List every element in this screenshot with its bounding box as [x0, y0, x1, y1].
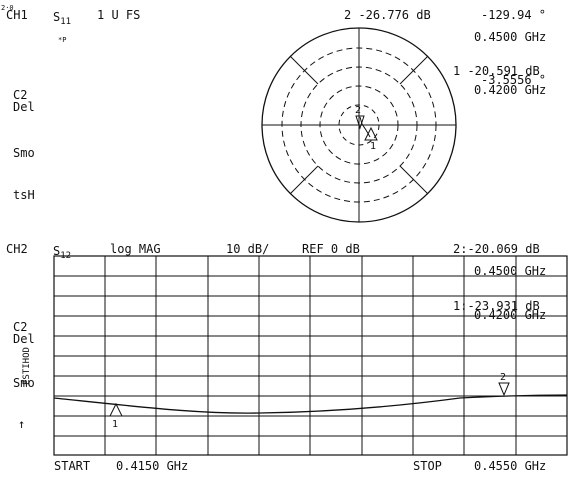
ch1-side-tsh: tsH	[13, 188, 35, 202]
polar-marker2-triangle	[355, 115, 365, 130]
polar-marker1-triangle	[364, 126, 378, 141]
logmag-marker2-label: 2	[500, 372, 507, 383]
polar-diag-bl	[289, 165, 319, 195]
ch1-marker1-readout: 1 -20.591 dB	[453, 64, 540, 78]
ch1-marker1-freq: 0.4200 GHz	[474, 83, 547, 97]
ch2-side-arrow: ↑	[18, 417, 26, 431]
ch2-scale: 10 dB/	[226, 242, 270, 256]
logmag-horizontal-gridlines	[54, 275, 567, 437]
logmag-marker1-label: 1	[112, 419, 119, 430]
ch2-stop-value: 0.4550 GHz	[474, 459, 547, 473]
ch2-format: log MAG	[110, 242, 161, 256]
ch1-star-mark: *P	[58, 36, 67, 44]
ch2-ref: REF 0 dB	[302, 242, 360, 256]
polar-diag-br	[399, 165, 429, 195]
ch1-scale: 1 U FS	[97, 8, 141, 22]
ch2-start-value: 0.4150 GHz	[116, 459, 189, 473]
polar-marker2-label: 2	[355, 105, 362, 116]
ch1-side-smo: Smo	[13, 146, 35, 160]
ch2-side-smo: Smo	[13, 376, 35, 390]
polar-diag-tl	[289, 55, 319, 85]
logmag-marker2-triangle	[498, 382, 510, 397]
logmag-marker1-triangle	[109, 402, 123, 417]
ch2-side-del: Del	[13, 332, 35, 346]
ch2-marker2-freq: 0.4500 GHz	[474, 264, 547, 278]
polar-marker1-label: 1	[370, 141, 377, 152]
polar-diag-tr	[399, 55, 429, 85]
ch1-marker2-readout: 2 -26.776 dB	[344, 8, 431, 22]
logmag-trace	[53, 394, 568, 414]
ch1-corner-mark: 2·0	[1, 4, 14, 12]
ch2-side-c2: C2	[13, 320, 28, 334]
ch1-side-c2: C2	[13, 88, 28, 102]
ch1-label: CH1	[6, 8, 28, 22]
ch1-marker2-phase: -129.94 °	[481, 8, 547, 22]
ch2-stop-label: STOP	[413, 459, 442, 473]
ch2-marker1-freq: 0.4200 GHz	[474, 308, 547, 322]
ch2-label: CH2	[6, 242, 28, 256]
ch2-marker2-readout: 2:-20.069 dB	[453, 242, 540, 256]
ch2-start-label: START	[54, 459, 91, 473]
ch1-side-del: Del	[13, 100, 35, 114]
ch1-marker2-freq: 0.4500 GHz	[474, 30, 547, 44]
ch2-marker1-readout: 1:-23.931 dB	[453, 299, 540, 313]
ch1-marker1-phase: -3.5556 °	[481, 73, 547, 87]
ch1-param: S11	[53, 10, 72, 28]
